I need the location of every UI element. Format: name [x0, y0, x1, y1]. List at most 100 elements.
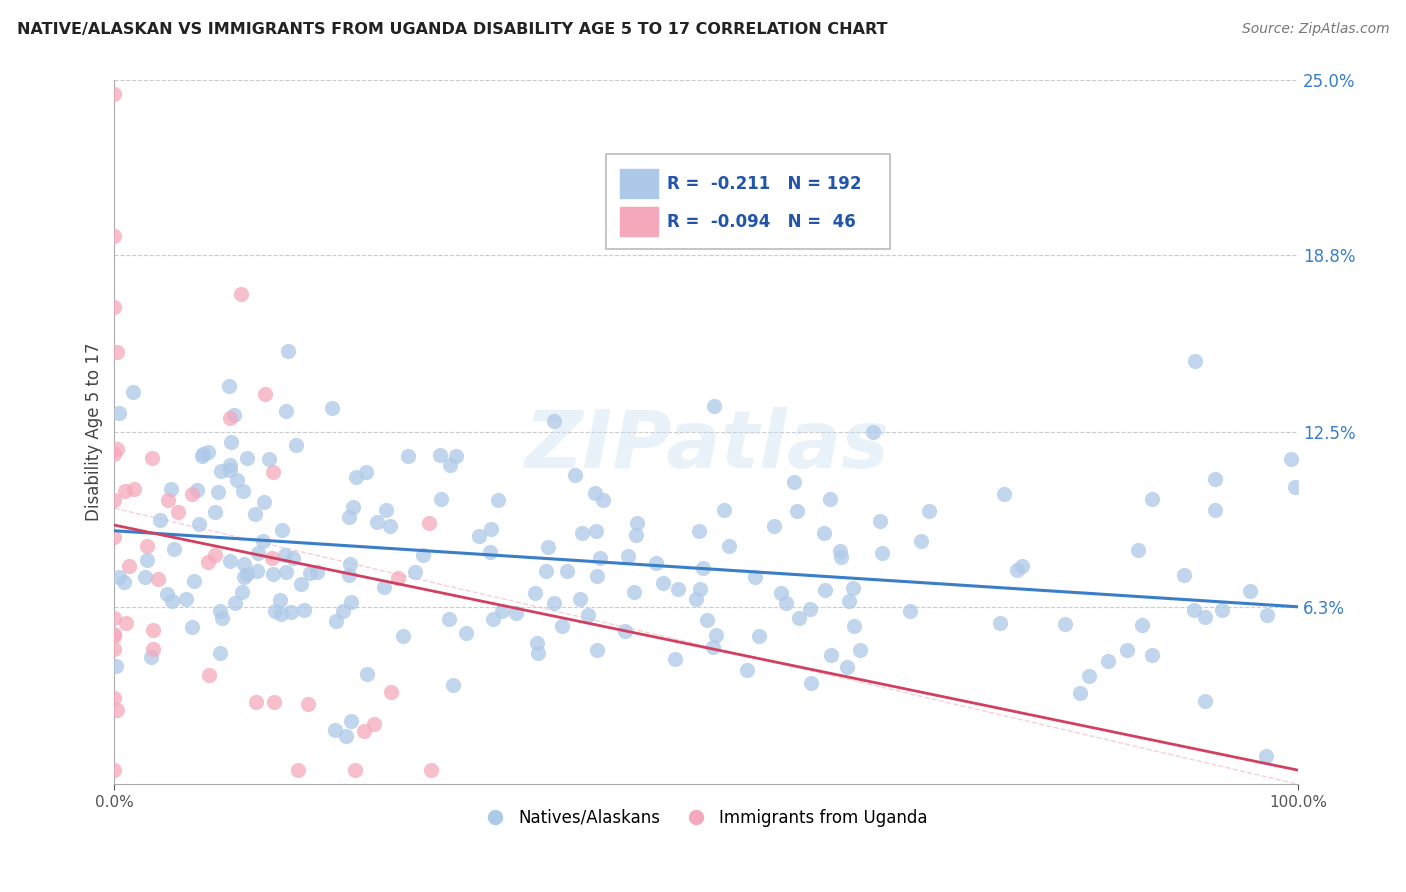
Point — [103, 530, 125, 544]
Point — [373, 580, 395, 594]
Point — [204, 505, 226, 519]
Point — [274, 548, 297, 562]
Point — [298, 566, 321, 580]
Point — [486, 493, 509, 508]
Point — [253, 495, 276, 509]
Point — [404, 566, 426, 580]
Point — [614, 624, 637, 639]
Point — [524, 586, 547, 600]
Point — [332, 604, 354, 618]
Point — [325, 615, 347, 629]
Point — [118, 559, 141, 574]
Point — [103, 300, 125, 314]
Point — [180, 487, 202, 501]
Point — [799, 601, 821, 615]
Point — [337, 568, 360, 582]
Point — [571, 525, 593, 540]
Point — [353, 724, 375, 739]
Point — [910, 534, 932, 549]
Point — [190, 450, 212, 464]
Point — [224, 596, 246, 610]
Point — [103, 629, 125, 643]
Point — [183, 574, 205, 589]
Point — [323, 723, 346, 737]
Point — [441, 678, 464, 692]
Point — [139, 649, 162, 664]
Point — [786, 504, 808, 518]
Point — [534, 565, 557, 579]
Point — [1005, 563, 1028, 577]
Text: Source: ZipAtlas.com: Source: ZipAtlas.com — [1241, 22, 1389, 37]
Point — [1284, 480, 1306, 494]
Point — [344, 470, 367, 484]
Point — [103, 626, 125, 640]
Point — [988, 615, 1011, 630]
Point — [1194, 610, 1216, 624]
Point — [245, 564, 267, 578]
Point — [682, 219, 704, 233]
Point — [437, 612, 460, 626]
Point — [280, 605, 302, 619]
Point — [439, 458, 461, 472]
Point — [226, 473, 249, 487]
Point — [456, 626, 478, 640]
Point — [1194, 693, 1216, 707]
Point — [307, 565, 329, 579]
Point — [262, 465, 284, 479]
Point — [166, 505, 188, 519]
Point — [114, 484, 136, 499]
Point — [259, 452, 281, 467]
Point — [1184, 353, 1206, 368]
Point — [254, 387, 277, 401]
Point — [160, 594, 183, 608]
Point — [918, 504, 941, 518]
Point — [551, 619, 574, 633]
Point — [1204, 503, 1226, 517]
Point — [537, 540, 560, 554]
Point — [340, 595, 363, 609]
Point — [337, 510, 360, 524]
Point — [262, 566, 284, 581]
Point — [993, 487, 1015, 501]
Point — [775, 596, 797, 610]
Point — [870, 546, 893, 560]
Point — [844, 618, 866, 632]
Point — [1054, 616, 1077, 631]
Point — [142, 623, 165, 637]
Point — [103, 611, 125, 625]
Point — [290, 576, 312, 591]
FancyBboxPatch shape — [606, 154, 890, 249]
Point — [1256, 608, 1278, 623]
Point — [1279, 452, 1302, 467]
Point — [181, 619, 204, 633]
Point — [342, 500, 364, 514]
Point — [820, 648, 842, 663]
Point — [505, 607, 527, 621]
Point — [243, 507, 266, 521]
Point — [527, 646, 550, 660]
Point — [354, 465, 377, 479]
Y-axis label: Disability Age 5 to 17: Disability Age 5 to 17 — [86, 343, 103, 522]
Point — [429, 448, 451, 462]
Point — [197, 555, 219, 569]
Point — [568, 591, 591, 606]
Point — [526, 635, 548, 649]
Point — [274, 566, 297, 580]
Point — [482, 611, 505, 625]
Point — [842, 582, 865, 596]
Point — [198, 667, 221, 681]
Legend: Natives/Alaskans, Immigrants from Uganda: Natives/Alaskans, Immigrants from Uganda — [478, 802, 934, 834]
Point — [104, 659, 127, 673]
Point — [231, 584, 253, 599]
Point — [281, 550, 304, 565]
Point — [702, 640, 724, 655]
Point — [1142, 491, 1164, 506]
Point — [378, 518, 401, 533]
Point — [555, 565, 578, 579]
Point — [363, 717, 385, 731]
Point — [783, 475, 806, 489]
Point — [219, 411, 242, 425]
Point — [664, 651, 686, 665]
Point — [430, 492, 453, 507]
Point — [392, 629, 415, 643]
